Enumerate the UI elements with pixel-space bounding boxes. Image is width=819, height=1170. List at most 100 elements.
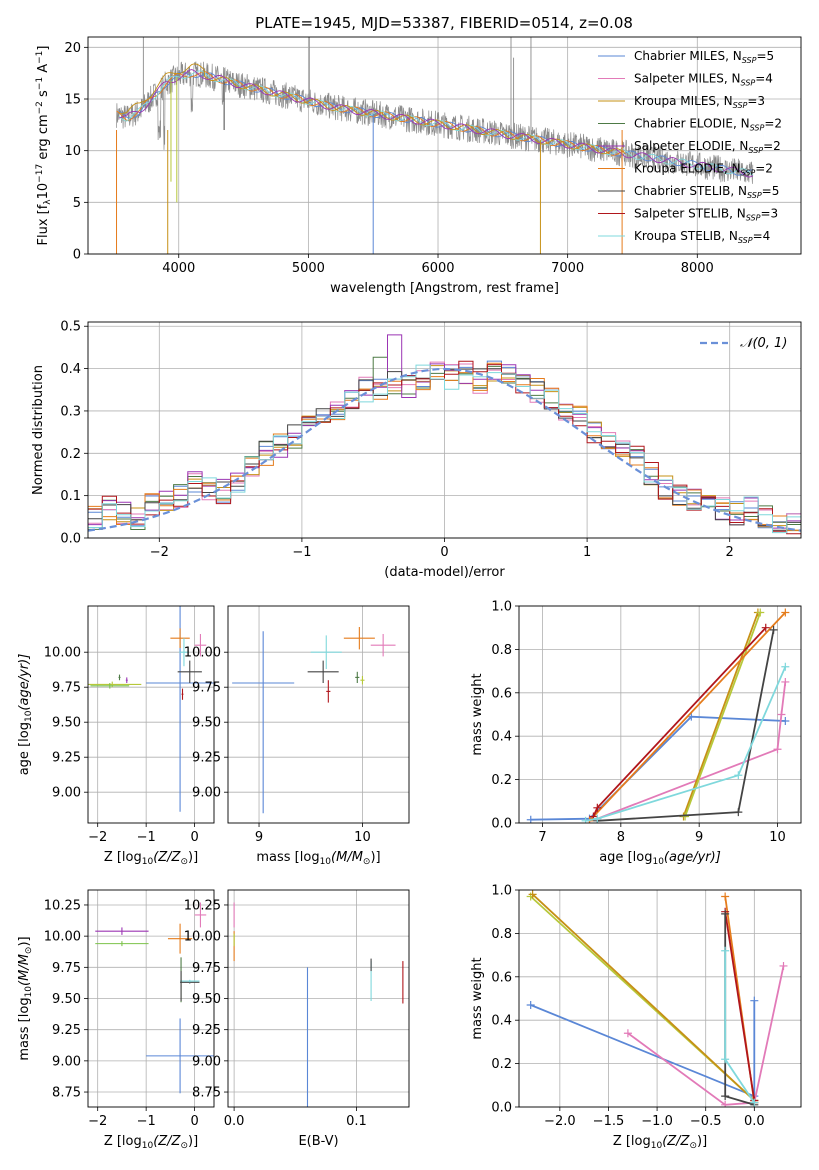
error-bar-point (125, 677, 128, 683)
axes-frame (227, 889, 410, 1108)
y-tick-label: 5 (73, 196, 81, 211)
y-tick-label: 9.75 (52, 961, 81, 976)
y-tick-label: 0.0 (491, 817, 512, 832)
chart-weight-vs-z: −2.0 −1.5 −1.0 −0.5 0.0 0.0 0.2 0.4 0.6 0.8 1.0 Z [… (470, 884, 802, 1151)
y-tick-label: 0.2 (60, 447, 81, 462)
plus-marker (779, 961, 788, 970)
y-axis-label: mass weight (470, 673, 485, 755)
y-axis-label-part: )] (17, 936, 32, 946)
y-tick-label: 9.00 (192, 786, 221, 801)
error-bar-point (180, 979, 200, 983)
legend-label-suffix: =2 (764, 117, 782, 131)
legend-label: 𝒩(0, 1) (740, 336, 787, 351)
error-bar-point (146, 606, 214, 812)
error-bar-point (146, 1018, 214, 1094)
legend-label: Kroupa MILES, NSSP=3 (634, 94, 765, 110)
legend-label: Salpeter MILES, NSSP=4 (634, 72, 773, 88)
spectrum-data-line (116, 61, 754, 184)
x-tick-label: 2 (726, 545, 734, 560)
y-tick-label: 0 (73, 248, 81, 263)
x-tick-label: 0.0 (224, 1114, 245, 1129)
y-tick-label: 0.2 (491, 773, 512, 788)
plus-marker (526, 1001, 535, 1010)
chart-mass-vs-ebv: 0.0 0.1 8.75 9.00 9.25 9.50 9.75 10.00 10.25 E(B-… (184, 889, 410, 1149)
legend-label-suffix: =2 (763, 139, 781, 153)
error-bar-point (118, 674, 121, 681)
y-tick-label: 10.00 (44, 646, 81, 661)
y-tick-label: 9.75 (192, 961, 221, 976)
histogram-step (88, 334, 801, 529)
x-axis-label: (data-model)/error (384, 565, 505, 580)
y-tick-label: 9.25 (192, 1023, 221, 1038)
model-line (118, 71, 753, 176)
x-axis-label-part: )] (697, 1134, 707, 1149)
y-tick-label: 0.3 (60, 404, 81, 419)
weight-line (585, 666, 787, 822)
y-axis-label-part: A (36, 64, 51, 77)
x-axis-label: wavelength [Angstrom, rest frame] (330, 281, 559, 296)
legend-label: Chabrier MILES, NSSP=5 (634, 49, 774, 65)
plus-marker (781, 608, 790, 617)
y-tick-label: 0.0 (491, 1101, 512, 1116)
x-axis-label: Z [log10(Z/Z⊙)] (613, 1134, 707, 1151)
x-axis-label-part: )] (188, 1134, 198, 1149)
legend-label-text: Salpeter STELIB, N (634, 207, 746, 221)
x-axis-label: Z [log10(Z/Z⊙)] (104, 850, 198, 867)
y-tick-label: 10.00 (184, 930, 221, 945)
error-bar-point (181, 688, 184, 700)
axes-frame (87, 605, 215, 824)
weight-line (682, 612, 759, 817)
plus-marker (681, 812, 690, 821)
y-axis-label-part: erg cm (36, 114, 51, 163)
plus-marker (593, 814, 602, 823)
x-axis-label: Z [log10(Z/Z⊙)] (104, 1134, 198, 1151)
plus-marker (528, 890, 537, 899)
y-tick-label: 10.00 (44, 930, 81, 945)
plus-marker (734, 808, 743, 817)
y-tick-label: 8.75 (192, 1086, 221, 1101)
x-axis-label-part: Z [log (104, 1134, 142, 1149)
x-axis-label-part: ⊙ (180, 857, 188, 867)
plot-area (233, 902, 404, 1107)
plus-marker (721, 909, 730, 918)
legend-label-text: Chabrier MILES, N (634, 49, 742, 63)
x-tick-label: 9 (255, 830, 263, 845)
x-axis-label-part: ⊙ (363, 857, 371, 867)
chart-residuals: −2 −1 0 1 2 0.0 0.1 0.2 0.3 0.4 0.5 (data-model)/er… (31, 320, 802, 580)
y-axis-label-part: ⊙ (24, 947, 34, 955)
error-bar-point (95, 927, 149, 935)
y-tick-label: 9.50 (192, 992, 221, 1007)
y-axis-label-part: λ (43, 199, 53, 205)
weight-line (627, 965, 785, 1106)
x-axis-label-part: (Z/Z (153, 850, 181, 865)
plus-marker (526, 815, 535, 823)
plot-area (116, 37, 754, 254)
model-line (116, 71, 627, 156)
axes-frame (87, 889, 215, 1108)
figure-title: PLATE=1945, MJD=53387, FIBERID=0514, z=0… (255, 14, 633, 32)
error-bar-point (170, 628, 190, 648)
legend-label: Salpeter ELODIE, NSSP=2 (634, 139, 781, 155)
grid (88, 606, 214, 823)
x-tick-label: 0.1 (346, 1114, 367, 1129)
error-bar-point (177, 660, 202, 683)
plus-marker (721, 1092, 730, 1101)
legend: Chabrier MILES, NSSP=5 Salpeter MILES, NS… (598, 49, 782, 245)
x-tick-label: −1.0 (641, 1114, 673, 1129)
error-bar-point (326, 680, 331, 703)
y-axis-label: mass weight (470, 957, 485, 1039)
legend-label-suffix: =4 (753, 229, 771, 243)
y-tick-label: 9.25 (192, 751, 221, 766)
model-line (118, 63, 626, 155)
legend-label-text: Salpeter ELODIE, N (634, 139, 748, 153)
plus-marker (781, 717, 790, 726)
plus-marker (756, 608, 765, 617)
y-tick-label: 0.1 (60, 489, 81, 504)
legend: 𝒩(0, 1) (700, 336, 787, 351)
x-tick-label: 1 (583, 545, 591, 560)
y-tick-label: 9.00 (52, 786, 81, 801)
legend-label-suffix: =3 (747, 94, 765, 108)
x-axis-label-part: Z [log (613, 1134, 651, 1149)
